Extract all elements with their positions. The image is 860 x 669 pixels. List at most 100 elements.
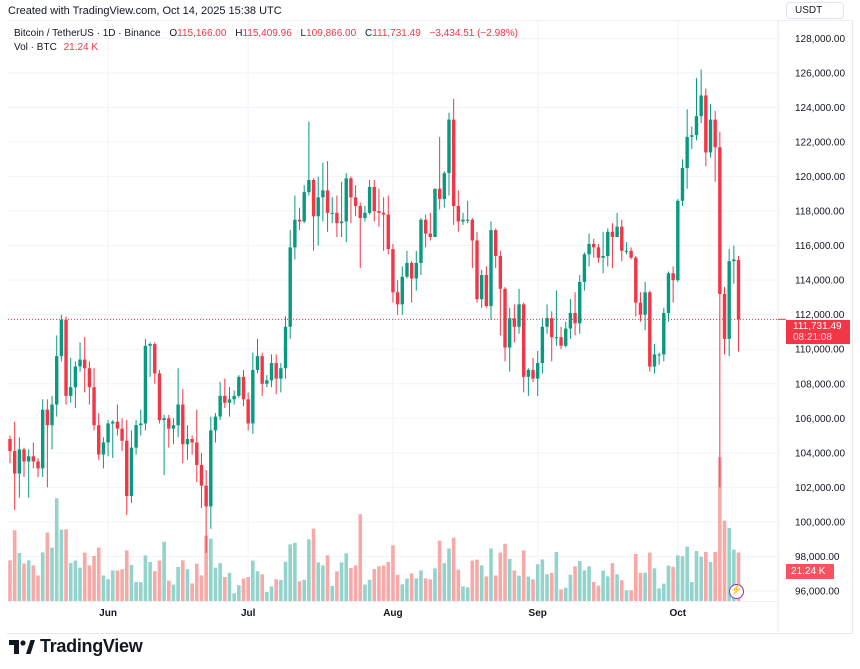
candle[interactable]: [50, 395, 54, 450]
lightning-bolt-icon[interactable]: ⚡: [729, 584, 744, 599]
candle[interactable]: [185, 425, 190, 460]
candle[interactable]: [596, 243, 601, 263]
candle[interactable]: [456, 190, 461, 232]
candle[interactable]: [223, 378, 227, 408]
candle[interactable]: [279, 363, 283, 393]
candle[interactable]: [125, 420, 129, 515]
candle[interactable]: [293, 195, 297, 260]
candle[interactable]: [22, 447, 26, 478]
candle[interactable]: [111, 420, 115, 459]
candle[interactable]: [489, 221, 493, 320]
candle[interactable]: [391, 243, 395, 303]
candle[interactable]: [45, 399, 50, 488]
candle[interactable]: [507, 307, 512, 372]
candle[interactable]: [162, 414, 166, 476]
candle[interactable]: [423, 214, 428, 248]
candle[interactable]: [615, 212, 619, 238]
candle[interactable]: [400, 266, 404, 315]
candle[interactable]: [503, 287, 507, 362]
candle[interactable]: [690, 126, 694, 149]
candle[interactable]: [339, 181, 344, 238]
candle[interactable]: [316, 176, 320, 246]
candle[interactable]: [718, 131, 722, 488]
candle[interactable]: [358, 202, 362, 269]
candle[interactable]: [265, 375, 269, 388]
candle[interactable]: [582, 252, 587, 291]
candle[interactable]: [195, 409, 199, 483]
candle[interactable]: [540, 318, 545, 374]
symbol-name[interactable]: Bitcoin / TetherUS · 1D · Binance: [14, 28, 161, 39]
candle[interactable]: [87, 361, 92, 405]
candle[interactable]: [428, 212, 432, 241]
candle[interactable]: [437, 136, 442, 210]
candle[interactable]: [255, 338, 260, 374]
candle[interactable]: [550, 311, 554, 362]
candle[interactable]: [73, 361, 78, 408]
candle[interactable]: [638, 292, 643, 322]
candle[interactable]: [218, 382, 222, 421]
candle[interactable]: [493, 228, 498, 269]
candle[interactable]: [465, 200, 470, 224]
candle[interactable]: [671, 266, 675, 303]
candle[interactable]: [564, 321, 568, 348]
candle[interactable]: [232, 390, 236, 405]
candle[interactable]: [606, 228, 610, 267]
candle[interactable]: [405, 250, 409, 279]
candle[interactable]: [115, 404, 120, 436]
candle[interactable]: [176, 368, 180, 438]
candle[interactable]: [349, 176, 353, 224]
candle[interactable]: [732, 245, 736, 284]
candle[interactable]: [662, 307, 666, 362]
candle[interactable]: [311, 178, 316, 251]
candle[interactable]: [31, 442, 36, 469]
candle[interactable]: [251, 352, 255, 434]
candle[interactable]: [610, 223, 615, 269]
candle[interactable]: [78, 342, 82, 372]
candle[interactable]: [461, 212, 465, 225]
candle[interactable]: [657, 352, 661, 365]
candle[interactable]: [307, 121, 311, 196]
candle[interactable]: [475, 231, 479, 303]
candle[interactable]: [17, 437, 22, 498]
candle[interactable]: [26, 449, 31, 498]
candle[interactable]: [283, 316, 288, 379]
candle[interactable]: [442, 171, 447, 208]
candle[interactable]: [545, 304, 549, 334]
candle[interactable]: [568, 299, 573, 339]
candle[interactable]: [727, 249, 731, 357]
candle[interactable]: [363, 205, 367, 222]
candle[interactable]: [736, 255, 741, 352]
candle[interactable]: [55, 335, 59, 417]
candle[interactable]: [321, 162, 325, 222]
candle[interactable]: [629, 247, 633, 260]
candle[interactable]: [554, 290, 559, 346]
candle[interactable]: [40, 399, 45, 478]
candle[interactable]: [325, 161, 330, 232]
candle[interactable]: [288, 230, 292, 339]
candle[interactable]: [708, 104, 713, 158]
candle[interactable]: [139, 409, 143, 436]
candle[interactable]: [171, 418, 176, 445]
volume-label[interactable]: Vol · BTC: [14, 42, 57, 53]
candle[interactable]: [451, 98, 456, 225]
candle[interactable]: [648, 290, 652, 372]
candle[interactable]: [106, 420, 110, 457]
candle[interactable]: [652, 344, 657, 374]
candle[interactable]: [713, 110, 717, 182]
candle[interactable]: [227, 387, 232, 417]
candle[interactable]: [143, 338, 148, 431]
candle[interactable]: [372, 180, 376, 222]
candle[interactable]: [199, 452, 204, 509]
candle[interactable]: [213, 413, 218, 443]
candle[interactable]: [330, 197, 334, 224]
candle[interactable]: [344, 173, 348, 243]
candle[interactable]: [447, 112, 451, 196]
candle[interactable]: [531, 357, 535, 383]
candle[interactable]: [620, 219, 624, 262]
candle[interactable]: [666, 271, 671, 322]
candle[interactable]: [335, 195, 339, 238]
candle[interactable]: [470, 218, 475, 269]
candle[interactable]: [181, 388, 185, 464]
candle[interactable]: [167, 414, 171, 448]
